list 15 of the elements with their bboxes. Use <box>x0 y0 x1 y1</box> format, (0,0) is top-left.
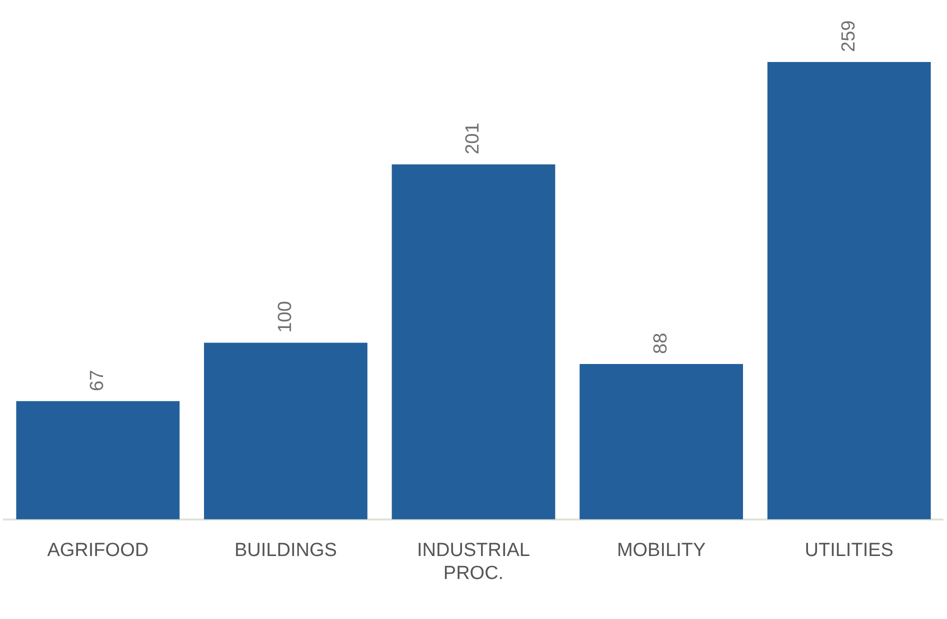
x-tick-label: INDUSTRIAL PROC. <box>417 540 530 584</box>
x-tick-label: AGRIFOOD <box>47 540 149 562</box>
data-label: 67 <box>87 370 108 392</box>
x-tick-label: MOBILITY <box>616 540 706 562</box>
x-tick-label: UTILITIES <box>804 540 894 562</box>
data-label: 88 <box>650 332 672 354</box>
bar <box>16 401 180 520</box>
bar <box>580 364 743 520</box>
x-tick-label: BUILDINGS <box>234 540 337 562</box>
bar <box>392 164 556 520</box>
bar <box>767 62 931 520</box>
data-label: 259 <box>838 20 860 52</box>
data-label: 100 <box>274 301 296 333</box>
data-label: 201 <box>462 122 484 154</box>
bar <box>204 342 368 520</box>
